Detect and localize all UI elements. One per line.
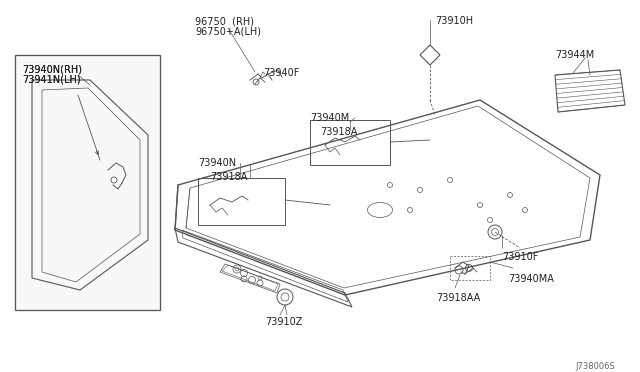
Text: 96750+A(LH): 96750+A(LH)	[195, 27, 261, 37]
Text: 73940MA: 73940MA	[508, 274, 554, 284]
Text: 73940N(RH): 73940N(RH)	[22, 64, 82, 74]
Text: J738006S: J738006S	[575, 362, 615, 371]
Text: 96750  (RH): 96750 (RH)	[195, 16, 254, 26]
Text: 73941N(LH): 73941N(LH)	[22, 75, 81, 85]
Text: 73918AA: 73918AA	[436, 293, 480, 303]
Text: 73910H: 73910H	[435, 16, 473, 26]
Text: 73918A: 73918A	[320, 127, 357, 137]
Text: 73940N(RH): 73940N(RH)	[22, 64, 82, 74]
Text: 73944M: 73944M	[555, 50, 595, 60]
Text: 73940M: 73940M	[310, 113, 349, 123]
Bar	[15, 55, 160, 310]
Text: 73940F: 73940F	[263, 68, 300, 78]
Text: 73940N: 73940N	[198, 158, 236, 168]
Text: 73941N(LH): 73941N(LH)	[22, 75, 81, 85]
Text: 73910F: 73910F	[502, 252, 538, 262]
Text: 73910Z: 73910Z	[265, 317, 302, 327]
Text: 73918A: 73918A	[210, 172, 248, 182]
